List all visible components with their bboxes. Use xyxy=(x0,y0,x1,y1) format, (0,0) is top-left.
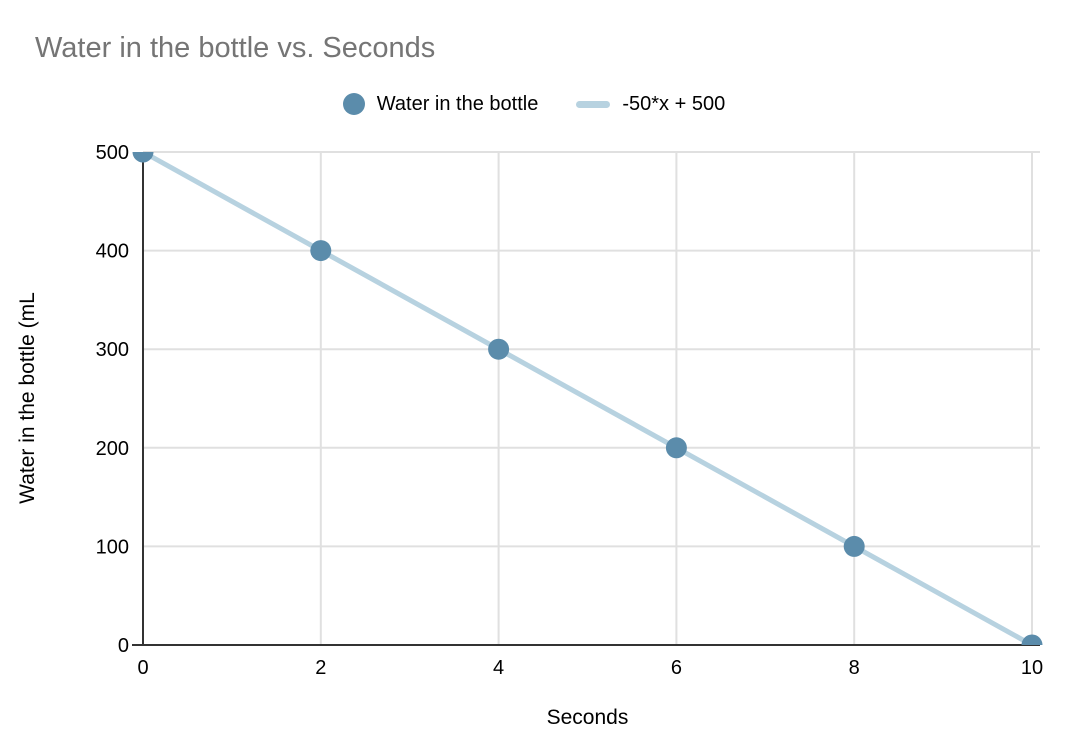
chart-title: Water in the bottle vs. Seconds xyxy=(35,32,436,64)
data-point xyxy=(665,437,687,459)
x-axis-title: Seconds xyxy=(546,706,629,729)
data-point xyxy=(843,535,865,557)
legend-item-water-series: Water in the bottle xyxy=(342,92,539,116)
legend-label-trendline: -50*x + 500 xyxy=(622,92,726,115)
y-tick-label: 300 xyxy=(96,339,129,361)
x-tick-label: 6 xyxy=(671,657,682,679)
y-tick-label: 100 xyxy=(96,536,129,558)
x-tick-label: 0 xyxy=(137,657,148,679)
y-tick-label: 200 xyxy=(96,438,129,460)
legend-label-water-series: Water in the bottle xyxy=(376,92,539,115)
line-marker-icon xyxy=(576,100,611,108)
y-tick-label: 0 xyxy=(118,635,129,657)
series-group xyxy=(132,152,1043,645)
x-tick-label: 2 xyxy=(315,657,326,679)
data-point xyxy=(488,338,510,360)
data-point xyxy=(310,240,332,262)
y-tick-label: 400 xyxy=(96,241,129,263)
data-point xyxy=(1021,634,1043,645)
y-tick-label: 500 xyxy=(96,142,129,164)
x-tick-label: 4 xyxy=(493,657,504,679)
x-tick-label: 8 xyxy=(849,657,860,679)
circle-marker-icon xyxy=(342,93,365,115)
legend: Water in the bottle -50*x + 500 xyxy=(0,90,1068,118)
data-point xyxy=(132,152,154,163)
x-tick-label: 10 xyxy=(1021,657,1043,679)
y-axis-title: Water in the bottle (mL xyxy=(16,292,39,504)
legend-item-trendline: -50*x + 500 xyxy=(576,93,725,116)
trendline xyxy=(141,152,1034,645)
